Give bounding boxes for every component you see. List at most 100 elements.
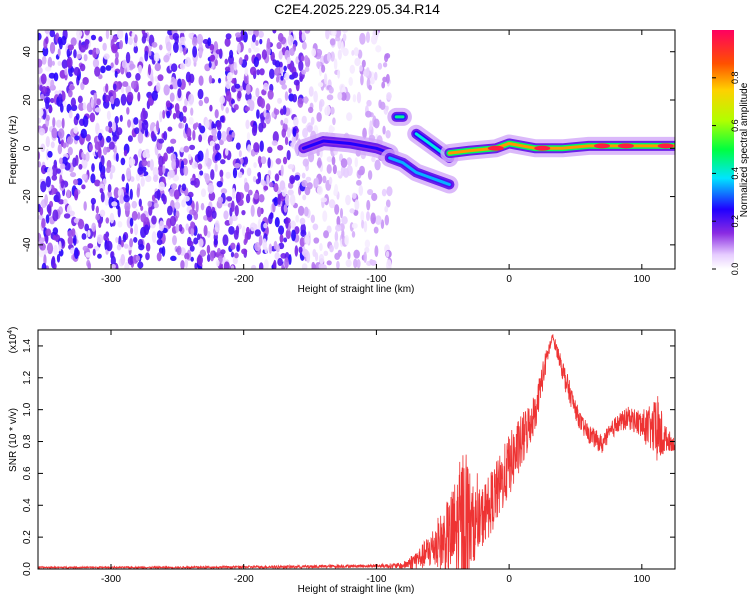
noise-blob [215, 259, 220, 267]
noise-blob [304, 234, 310, 245]
trace-peak [657, 143, 674, 149]
colorbar-gradient [712, 30, 734, 269]
noise-blob [370, 212, 376, 225]
noise-blob [168, 169, 175, 178]
noise-blob [45, 233, 49, 245]
noise-blob [138, 64, 142, 74]
noise-blob [370, 34, 378, 45]
y-tick-label: 40 [22, 46, 33, 58]
noise-blob [129, 63, 136, 70]
noise-blob [356, 91, 362, 104]
noise-blob [172, 32, 180, 41]
noise-blob [207, 182, 214, 194]
noise-blob [45, 36, 49, 45]
noise-blob [125, 51, 131, 64]
colorbar-tick-label: 0.4 [730, 167, 740, 180]
noise-blob [45, 175, 51, 188]
noise-blob [81, 184, 86, 190]
noise-blob [277, 257, 283, 267]
noise-blob [247, 189, 253, 196]
noise-blob [178, 224, 183, 232]
noise-blob [281, 128, 287, 138]
noise-blob [214, 109, 219, 119]
noise-blob [366, 99, 372, 107]
noise-blob [326, 164, 332, 174]
colorbar-label: Normalized spectral amplitude [739, 82, 750, 217]
noise-blob [291, 229, 296, 242]
noise-blob [302, 158, 310, 167]
colorbar-ticks: 0.0 0.2 0.4 0.6 0.8 [712, 72, 740, 275]
noise-blob [301, 263, 308, 269]
noise-blob [88, 143, 93, 152]
noise-blob [44, 66, 52, 72]
noise-blob [251, 125, 258, 137]
noise-blob [50, 141, 55, 149]
noise-blob [266, 38, 271, 50]
noise-blob [67, 44, 75, 51]
noise-blob [48, 72, 56, 79]
noise-blob [156, 120, 160, 133]
noise-blob [76, 53, 82, 59]
noise-blob [283, 65, 287, 72]
noise-blob [172, 235, 177, 246]
noise-blob [189, 73, 195, 84]
noise-blob [185, 223, 189, 231]
noise-blob [108, 121, 113, 128]
noise-blob [38, 58, 43, 68]
noise-blob [325, 105, 331, 116]
noise-blob [110, 62, 114, 69]
noise-blob [219, 169, 224, 178]
noise-blob [94, 141, 101, 150]
noise-blob [221, 131, 228, 142]
noise-blob [382, 62, 388, 68]
noise-blob [137, 131, 144, 144]
noise-blob [140, 213, 147, 223]
noise-blob [226, 134, 233, 142]
x-tick-label: -200 [234, 274, 254, 285]
x-tick-label: -100 [366, 274, 386, 285]
noise-blob [226, 72, 233, 82]
noise-blob [128, 157, 136, 167]
noise-blob [357, 169, 365, 176]
noise-blob [188, 116, 194, 125]
noise-blob [163, 84, 170, 96]
noise-blob [121, 59, 128, 69]
noise-blob [235, 142, 241, 150]
noise-blob [290, 142, 295, 148]
noise-blob [208, 61, 212, 68]
noise-blob [260, 179, 265, 186]
noise-blob [114, 97, 121, 107]
noise-blob [44, 194, 49, 206]
noise-blob [66, 48, 71, 58]
noise-blob [227, 54, 235, 65]
noise-blob [199, 249, 207, 257]
noise-blob [386, 186, 393, 197]
noise-blob [253, 192, 259, 200]
noise-blob [263, 109, 267, 118]
noise-blob [95, 213, 100, 221]
noise-blob [336, 260, 340, 269]
noise-blob [126, 71, 132, 79]
noise-blob [203, 96, 210, 104]
noise-blob [53, 263, 57, 269]
noise-blob [375, 45, 382, 53]
noise-blob [103, 53, 110, 60]
noise-blob [140, 205, 144, 211]
noise-blob [62, 100, 67, 108]
noise-blob [318, 253, 325, 264]
noise-blob [224, 66, 231, 72]
noise-blob [143, 224, 150, 236]
noise-blob [190, 107, 194, 116]
noise-blob [181, 183, 187, 192]
noise-blob [182, 105, 188, 113]
noise-blob [200, 188, 207, 198]
noise-blob [83, 201, 87, 211]
noise-blob [301, 115, 307, 124]
noise-blob [225, 80, 232, 90]
noise-blob [231, 131, 236, 138]
noise-blob [361, 59, 366, 68]
noise-blob [231, 215, 238, 222]
noise-blob [347, 251, 351, 260]
noise-blob [45, 98, 50, 110]
noise-blob [107, 190, 112, 199]
